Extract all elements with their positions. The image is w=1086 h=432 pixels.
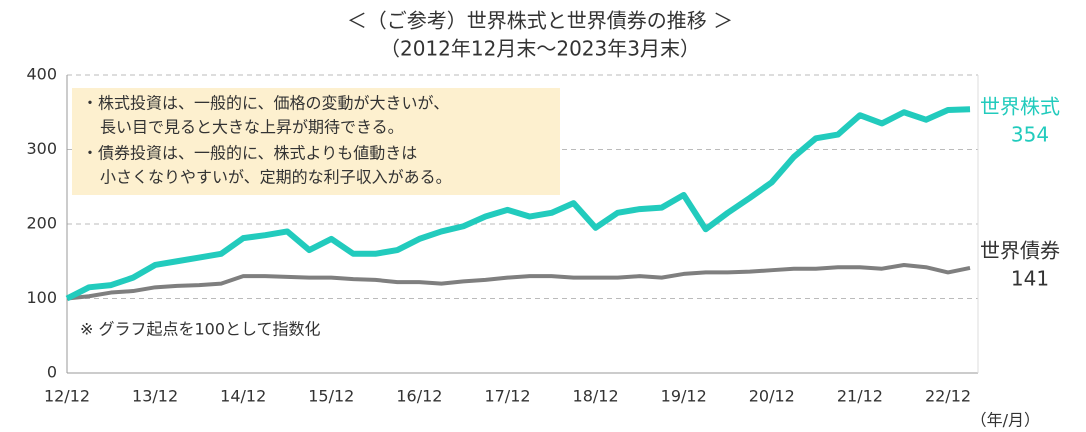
footnote: ※ グラフ起点を100として指数化 xyxy=(80,320,321,339)
annotation: 小さくなりやすいが、定期的な利子収入がある。 xyxy=(100,168,452,187)
annotation: ・債券投資は、一般的に、株式よりも値動きは xyxy=(82,144,417,163)
x-tick-label: 18/12 xyxy=(573,387,619,406)
x-tick-label: 20/12 xyxy=(749,387,795,406)
y-tick-label: 300 xyxy=(26,139,57,158)
y-tick-label: 100 xyxy=(26,288,57,307)
series-label: 世界株式 xyxy=(980,95,1060,119)
line-series xyxy=(66,262,971,301)
chart-title: ＜（ご参考）世界株式と世界債券の推移 ＞ xyxy=(347,9,733,33)
x-tick-label: 15/12 xyxy=(308,387,354,406)
x-tick-label: 13/12 xyxy=(132,387,178,406)
line-series xyxy=(65,106,971,302)
series-value: 141 xyxy=(1011,267,1049,291)
chart-subtitle: （2012年12月末～2023年3月末） xyxy=(380,37,700,61)
x-tick-label: 22/12 xyxy=(925,387,971,406)
x-tick-label: 19/12 xyxy=(661,387,707,406)
annotation: ・株式投資は、一般的に、価格の変動が大きいが、 xyxy=(82,94,449,113)
series-value: 354 xyxy=(1011,123,1049,147)
y-tick-label: 200 xyxy=(26,214,57,233)
series-label: 世界債券 xyxy=(980,239,1060,263)
x-tick-label: 16/12 xyxy=(396,387,442,406)
x-tick-label: 21/12 xyxy=(837,387,883,406)
note-box xyxy=(72,88,560,195)
x-tick-label: 14/12 xyxy=(220,387,266,406)
x-unit: （年/月） xyxy=(971,411,1040,430)
x-tick-label: 12/12 xyxy=(44,387,90,406)
annotation: 長い目で見ると大きな上昇が期待できる。 xyxy=(100,118,404,137)
y-tick-label: 400 xyxy=(26,65,57,84)
y-tick-label: 0 xyxy=(47,363,57,382)
x-tick-label: 17/12 xyxy=(484,387,530,406)
